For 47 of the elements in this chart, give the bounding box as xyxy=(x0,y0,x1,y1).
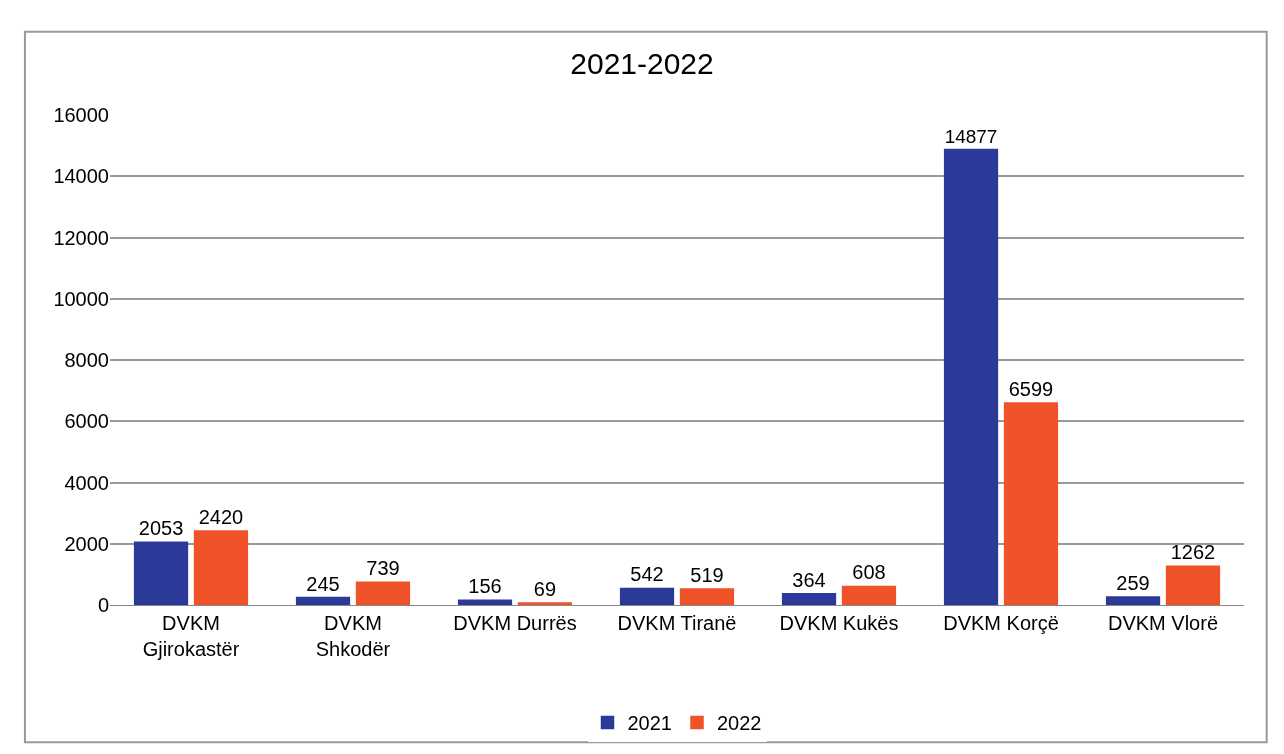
x-tick-label: DVKM Vlorë xyxy=(1107,612,1219,634)
legend-label: 2022 xyxy=(717,712,762,735)
bar xyxy=(619,587,675,605)
y-tick-label: 10000 xyxy=(53,287,109,310)
legend-label: 2021 xyxy=(627,712,672,735)
y-tick-label: 0 xyxy=(97,594,109,616)
bar xyxy=(943,148,999,605)
x-tick-label: DVKM Shkodër xyxy=(315,612,391,660)
data-label: 2420 xyxy=(198,505,244,528)
bar xyxy=(679,588,735,605)
bar xyxy=(193,530,249,605)
bar xyxy=(457,599,513,605)
bar xyxy=(841,585,897,605)
bar xyxy=(133,541,189,605)
data-label: 14877 xyxy=(944,125,998,147)
data-label: 6599 xyxy=(1008,377,1054,400)
x-tick-label: DVKM Gjirokastër xyxy=(142,612,240,660)
data-label: 364 xyxy=(792,568,826,591)
y-tick-label: 16000 xyxy=(53,104,109,126)
bar xyxy=(355,581,411,605)
data-label: 2053 xyxy=(138,517,184,540)
bar xyxy=(295,596,351,605)
bar xyxy=(1105,596,1161,605)
data-label: 156 xyxy=(468,575,502,598)
x-tick-label: DVKM Durrës xyxy=(453,612,577,634)
data-label: 608 xyxy=(852,561,886,584)
x-tick-label: DVKM Tiranë xyxy=(617,612,737,634)
y-tick-label: 12000 xyxy=(53,226,109,249)
data-label: 542 xyxy=(630,563,664,586)
data-label: 519 xyxy=(690,564,724,587)
data-label: 245 xyxy=(306,572,340,595)
y-tick-label: 2000 xyxy=(64,532,109,555)
bar xyxy=(781,593,837,605)
data-label: 259 xyxy=(1116,572,1150,595)
chart-title: 2021-2022 xyxy=(570,46,714,80)
data-label: 739 xyxy=(366,557,400,580)
data-label: 1262 xyxy=(1170,541,1216,564)
bar xyxy=(1165,565,1221,605)
x-tick-label: DVKM Korçë xyxy=(943,612,1059,634)
y-tick-label: 4000 xyxy=(64,471,109,494)
data-label: 69 xyxy=(533,577,557,600)
x-tick-label: DVKM Kukës xyxy=(779,612,899,634)
bar xyxy=(517,602,573,605)
y-tick-label: 6000 xyxy=(64,410,109,433)
y-tick-label: 14000 xyxy=(53,165,109,188)
bar xyxy=(1003,402,1059,605)
y-tick-label: 8000 xyxy=(64,349,109,371)
